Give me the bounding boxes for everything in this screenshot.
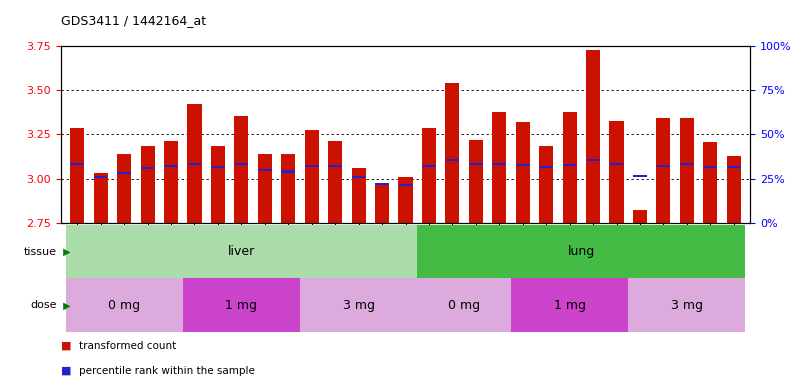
Bar (399, 184, 412, 186)
Bar (211, 146, 225, 223)
Bar (165, 165, 178, 167)
Text: ▶: ▶ (60, 247, 71, 257)
Bar (727, 166, 740, 168)
Bar (469, 163, 483, 166)
Bar (539, 146, 553, 223)
Bar (305, 130, 319, 223)
Bar (423, 165, 436, 167)
Bar (445, 159, 459, 161)
Bar (563, 164, 577, 166)
Text: GDS3411 / 1442164_at: GDS3411 / 1442164_at (61, 14, 206, 27)
Bar (539, 166, 553, 168)
Text: 3 mg: 3 mg (342, 299, 375, 312)
Bar (164, 141, 178, 223)
Bar (516, 164, 530, 166)
Text: ▶: ▶ (60, 300, 71, 310)
Bar (94, 176, 108, 178)
Bar (633, 210, 647, 223)
Text: 1 mg: 1 mg (225, 299, 257, 312)
Bar (375, 183, 388, 185)
Bar (71, 163, 84, 166)
Text: 1 mg: 1 mg (554, 299, 586, 312)
Bar (182, 278, 300, 332)
Bar (629, 278, 745, 332)
Text: transformed count: transformed count (79, 341, 176, 351)
Bar (211, 166, 225, 168)
Bar (563, 112, 577, 223)
Bar (281, 170, 295, 172)
Bar (300, 278, 417, 332)
Bar (703, 142, 718, 223)
Bar (234, 163, 248, 166)
Text: ■: ■ (61, 366, 71, 376)
Text: 0 mg: 0 mg (448, 299, 480, 312)
Bar (352, 176, 366, 178)
Bar (352, 168, 366, 223)
Bar (417, 278, 511, 332)
Text: dose: dose (30, 300, 57, 310)
Bar (703, 166, 717, 168)
Bar (516, 122, 530, 223)
Text: 0 mg: 0 mg (108, 299, 140, 312)
Text: 3 mg: 3 mg (671, 299, 703, 312)
Bar (66, 225, 417, 278)
Bar (328, 141, 342, 223)
Bar (305, 165, 319, 167)
Bar (633, 175, 646, 177)
Bar (117, 154, 131, 223)
Text: tissue: tissue (24, 247, 57, 257)
Bar (657, 165, 670, 167)
Text: ■: ■ (61, 341, 71, 351)
Bar (417, 225, 745, 278)
Bar (187, 104, 201, 223)
Bar (727, 156, 740, 223)
Bar (66, 278, 182, 332)
Bar (492, 112, 506, 223)
Bar (586, 50, 600, 223)
Bar (680, 163, 693, 166)
Text: liver: liver (228, 245, 255, 258)
Bar (586, 159, 600, 161)
Bar (610, 121, 624, 223)
Bar (656, 118, 671, 223)
Bar (258, 154, 272, 223)
Bar (258, 169, 272, 171)
Bar (398, 177, 413, 223)
Bar (281, 154, 295, 223)
Bar (445, 83, 459, 223)
Bar (511, 278, 629, 332)
Bar (93, 173, 108, 223)
Bar (375, 184, 389, 223)
Bar (328, 165, 342, 167)
Bar (71, 128, 84, 223)
Bar (610, 163, 624, 166)
Bar (469, 140, 483, 223)
Text: lung: lung (568, 245, 595, 258)
Bar (492, 163, 506, 166)
Bar (141, 167, 154, 169)
Bar (422, 128, 436, 223)
Bar (140, 146, 155, 223)
Bar (680, 118, 694, 223)
Bar (118, 172, 131, 174)
Text: percentile rank within the sample: percentile rank within the sample (79, 366, 255, 376)
Bar (234, 116, 248, 223)
Bar (187, 163, 201, 166)
